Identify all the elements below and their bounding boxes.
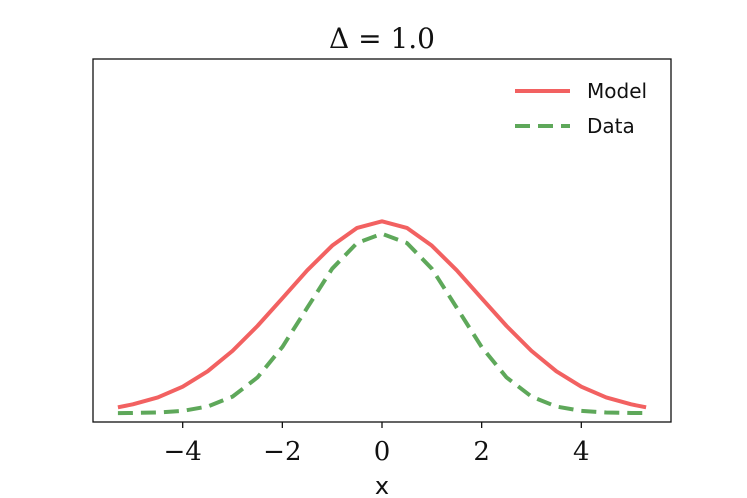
x-axis-label: x (375, 472, 389, 498)
legend-label-model: Model (587, 79, 647, 103)
series-line-data (117, 231, 647, 416)
series-layer (117, 219, 647, 416)
legend-label-data: Data (587, 114, 635, 138)
x-tick-label: −2 (263, 437, 301, 467)
x-tick-label: 0 (374, 437, 391, 467)
x-tick-label: 4 (573, 437, 590, 467)
legend: Model Data (515, 79, 647, 138)
x-axis: −4 −2 0 2 4 (164, 422, 590, 467)
x-tick-label: −4 (164, 437, 202, 467)
x-tick-label: 2 (473, 437, 490, 467)
series-line-model (117, 219, 647, 410)
chart-title: Δ = 1.0 (329, 22, 435, 55)
